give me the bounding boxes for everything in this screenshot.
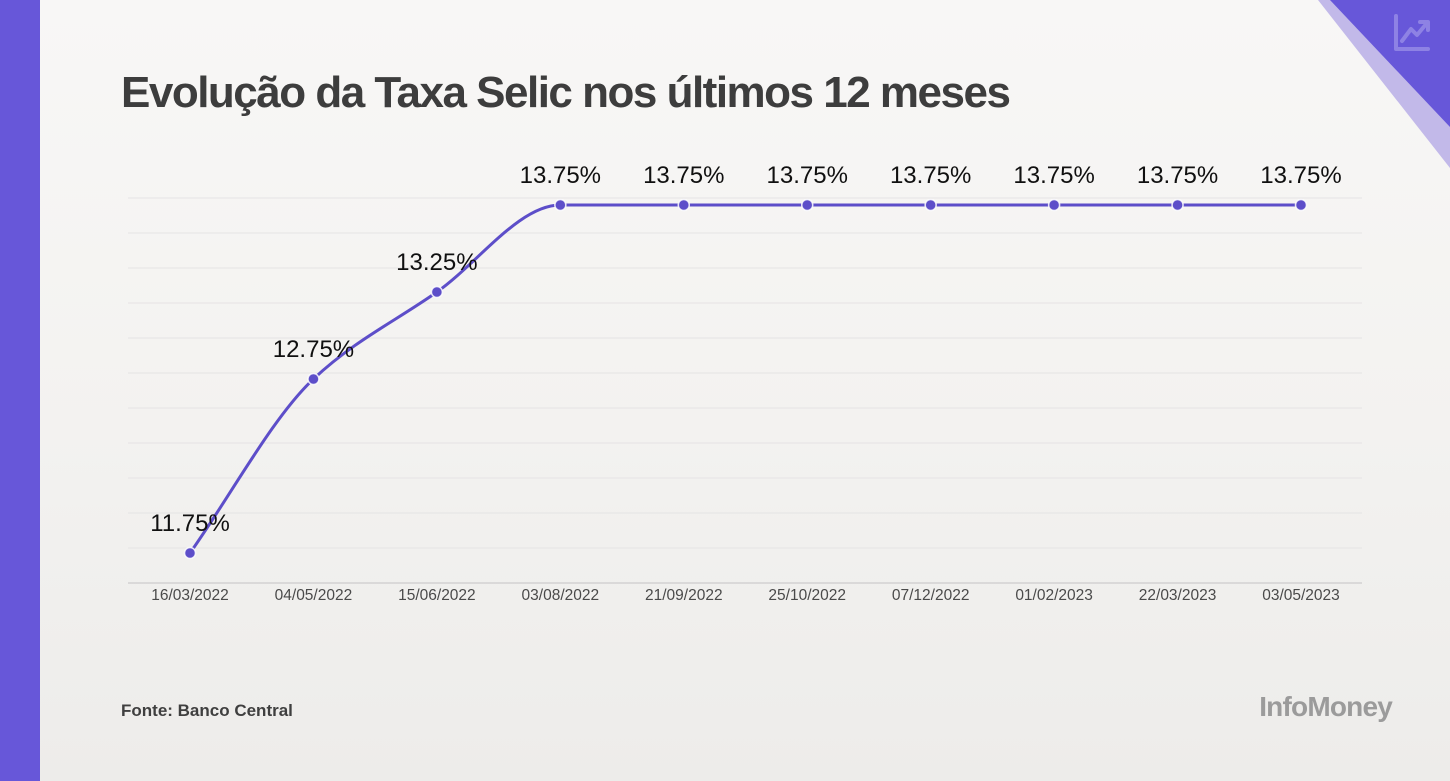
x-axis-tick-label: 07/12/2022 [892,587,970,604]
data-point [677,198,691,212]
page-title: Evolução da Taxa Selic nos últimos 12 me… [121,68,1011,117]
data-point [924,198,937,212]
data-point-label: 13.75% [767,162,848,189]
x-axis-tick-label: 04/05/2022 [275,587,353,604]
data-point [1047,198,1061,212]
left-accent-bar [0,0,40,781]
x-axis-tick-label: 22/03/2023 [1139,587,1217,604]
x-axis-tick-label: 25/10/2022 [768,587,846,604]
selic-rate-line [188,203,1303,555]
data-point [1171,198,1184,212]
data-point [307,372,320,386]
data-point-label: 11.75% [150,510,230,537]
data-point [1294,198,1308,212]
x-axis-tick-label: 15/06/2022 [398,587,476,604]
x-axis-tick-label: 21/09/2022 [645,587,723,604]
source-note: Fonte: Banco Central [121,701,293,720]
x-axis-tick-label: 03/08/2022 [522,587,600,604]
x-axis-tick-label: 03/05/2023 [1262,587,1340,604]
data-point-label: 13.25% [396,249,477,276]
infomoney-logo: InfoMoney [1259,691,1393,722]
data-point-label: 13.75% [890,162,971,189]
x-axis-tick-label: 16/03/2022 [151,587,229,604]
data-point-label: 13.75% [520,162,601,189]
data-point [430,285,444,299]
data-point [800,198,814,212]
data-point-label: 13.75% [1260,162,1341,189]
data-point-label: 13.75% [1137,162,1218,189]
x-axis-tick-label: 01/02/2023 [1015,587,1093,604]
data-point [183,546,197,560]
data-point-label: 13.75% [1013,162,1094,189]
data-point [554,198,567,212]
data-point-label: 13.75% [643,162,724,189]
chart-line-icon [1394,14,1430,51]
data-point-label: 12.75% [273,336,354,363]
corner-decoration [1318,0,1450,168]
